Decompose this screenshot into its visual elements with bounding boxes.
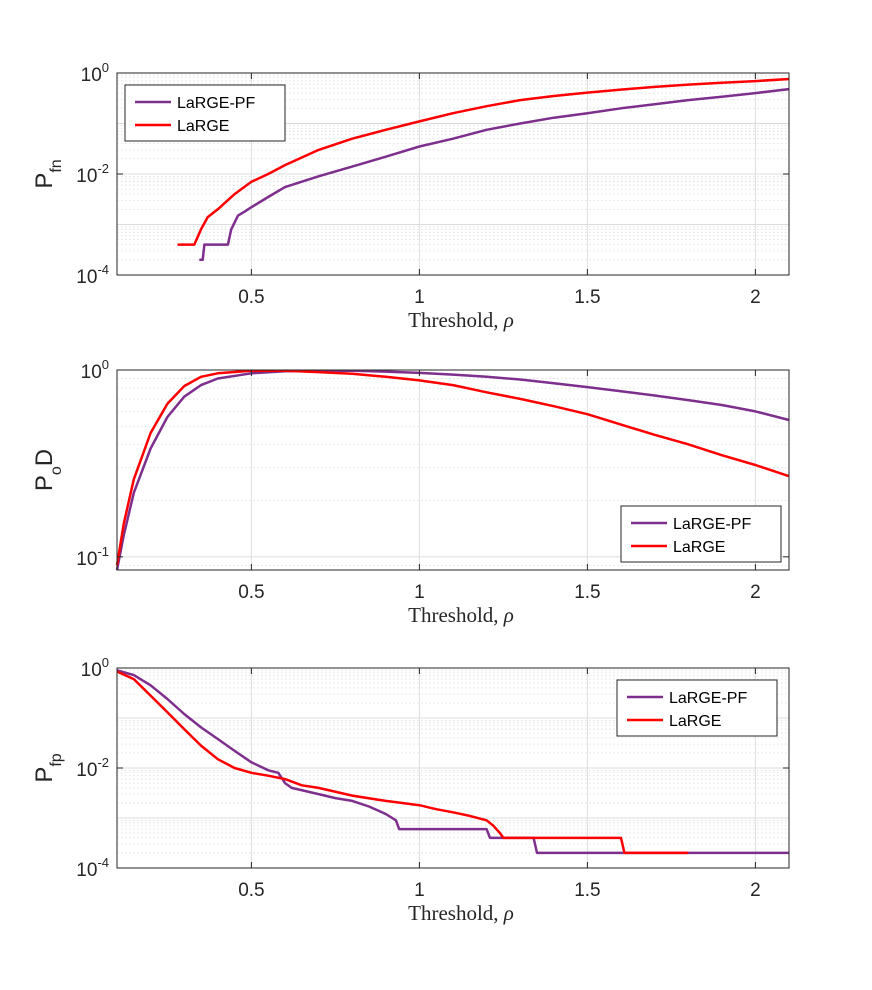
x-tick-label: 2	[750, 287, 761, 308]
y-tick-label: 10-2	[76, 755, 109, 781]
x-tick-label: 0.5	[238, 880, 264, 901]
legend-label: LaRGE	[669, 713, 721, 730]
y-tick-base: 10	[81, 65, 102, 86]
y-axis-label-after: D	[31, 449, 58, 466]
legend-box	[124, 84, 286, 142]
y-axis-label-sub: fp	[48, 753, 65, 766]
series-line-large-pf	[116, 669, 789, 855]
legend-label: LaRGE-PF	[669, 690, 747, 707]
x-tick-label: 1.5	[574, 582, 600, 603]
y-tick-exponent: -1	[97, 544, 109, 559]
x-tick-label: 1	[414, 287, 425, 308]
legend-label: LaRGE-PF	[177, 95, 255, 112]
x-axis-label-text: Threshold,	[408, 603, 504, 627]
legend: LaRGE-PF LaRGE	[620, 505, 782, 563]
y-axis-label-main: P	[31, 173, 58, 189]
y-tick-label: 10-4	[76, 855, 109, 881]
x-axis-label-text: Threshold,	[408, 901, 504, 925]
y-tick-exponent: -4	[97, 855, 109, 870]
y-tick-base: 10	[76, 549, 97, 570]
y-tick-base: 10	[76, 760, 97, 781]
x-axis-label-symbol: ρ	[503, 901, 514, 925]
x-tick-label: 2	[750, 880, 761, 901]
x-axis-label-symbol: ρ	[503, 308, 514, 332]
legend: LaRGE-PF LaRGE	[124, 84, 286, 142]
y-tick-base: 10	[81, 362, 102, 383]
y-tick-label: 100	[81, 655, 109, 681]
y-tick-label: 100	[81, 60, 109, 86]
x-axis-label: Threshold, ρ	[408, 603, 514, 627]
y-tick-base: 10	[76, 166, 97, 187]
y-axis-label-main: P	[31, 767, 58, 783]
legend-label: LaRGE-PF	[673, 516, 751, 533]
legend: LaRGE-PF LaRGE	[616, 679, 778, 737]
x-axis-label-text: Threshold,	[408, 308, 504, 332]
series-line-large	[116, 670, 689, 855]
y-tick-label: 10-4	[76, 262, 109, 288]
x-axis-label: Threshold, ρ	[408, 901, 514, 925]
y-axis-label: Pfn	[31, 159, 65, 188]
x-tick-label: 1.5	[574, 287, 600, 308]
series-line-large-pf	[115, 369, 790, 571]
y-tick-label: 10-1	[76, 544, 109, 570]
x-tick-label: 2	[750, 582, 761, 603]
y-tick-exponent: 0	[102, 655, 109, 670]
series-line-large	[177, 77, 790, 246]
y-tick-base: 10	[81, 660, 102, 681]
series-line-large	[115, 369, 790, 566]
legend-label: LaRGE	[177, 118, 229, 135]
y-tick-label: 100	[81, 357, 109, 383]
y-tick-base: 10	[76, 267, 97, 288]
y-tick-exponent: -4	[97, 262, 109, 277]
x-tick-label: 0.5	[238, 582, 264, 603]
y-tick-base: 10	[76, 860, 97, 881]
x-tick-label: 0.5	[238, 287, 264, 308]
y-axis-label-main: P	[31, 475, 58, 491]
x-tick-label: 1	[414, 582, 425, 603]
y-axis-label-sub: fn	[48, 159, 65, 172]
y-axis-label-sub: o	[48, 466, 65, 475]
y-tick-exponent: 0	[102, 60, 109, 75]
y-tick-exponent: 0	[102, 357, 109, 372]
x-axis-label: Threshold, ρ	[408, 308, 514, 332]
series-line-large-pf	[199, 87, 790, 262]
y-tick-exponent: -2	[97, 755, 109, 770]
legend-label: LaRGE	[673, 539, 725, 556]
y-axis-label: PoD	[31, 449, 65, 491]
axes-box	[116, 369, 790, 571]
y-tick-label: 10-2	[76, 161, 109, 187]
x-tick-label: 1.5	[574, 880, 600, 901]
x-axis-label-symbol: ρ	[503, 603, 514, 627]
legend-box	[616, 679, 778, 737]
legend-box	[620, 505, 782, 563]
y-tick-exponent: -2	[97, 161, 109, 176]
x-tick-label: 1	[414, 880, 425, 901]
y-axis-label: Pfp	[31, 753, 65, 782]
